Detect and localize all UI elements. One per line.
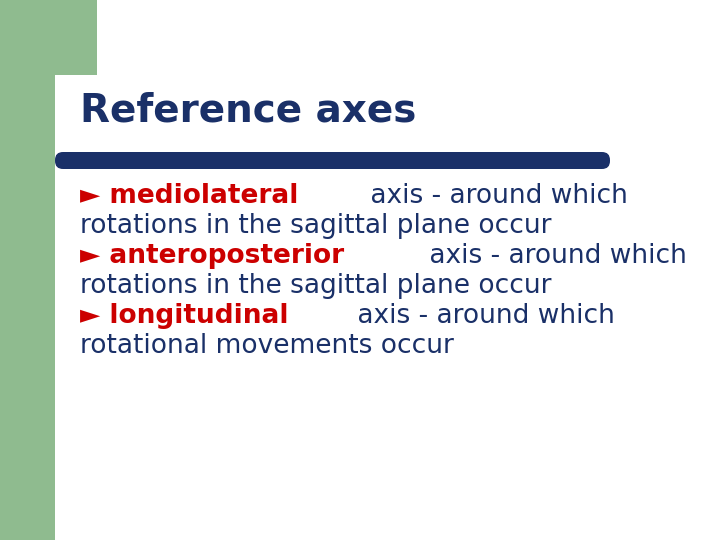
FancyBboxPatch shape: [0, 0, 55, 540]
Text: ► anteroposterior: ► anteroposterior: [80, 243, 344, 269]
Text: rotational movements occur: rotational movements occur: [80, 333, 454, 359]
Text: rotations in the sagittal plane occur: rotations in the sagittal plane occur: [80, 213, 552, 239]
FancyBboxPatch shape: [55, 152, 610, 169]
Text: ► longitudinal: ► longitudinal: [80, 303, 289, 329]
Text: axis - around which: axis - around which: [420, 243, 687, 269]
Text: ► mediolateral: ► mediolateral: [80, 183, 298, 209]
FancyBboxPatch shape: [75, 75, 720, 540]
Text: axis - around which: axis - around which: [361, 183, 628, 209]
Text: axis - around which: axis - around which: [349, 303, 615, 329]
Text: rotations in the sagittal plane occur: rotations in the sagittal plane occur: [80, 273, 552, 299]
FancyBboxPatch shape: [97, 0, 720, 75]
Text: Reference axes: Reference axes: [80, 92, 416, 130]
Polygon shape: [75, 75, 97, 119]
FancyBboxPatch shape: [55, 0, 230, 75]
